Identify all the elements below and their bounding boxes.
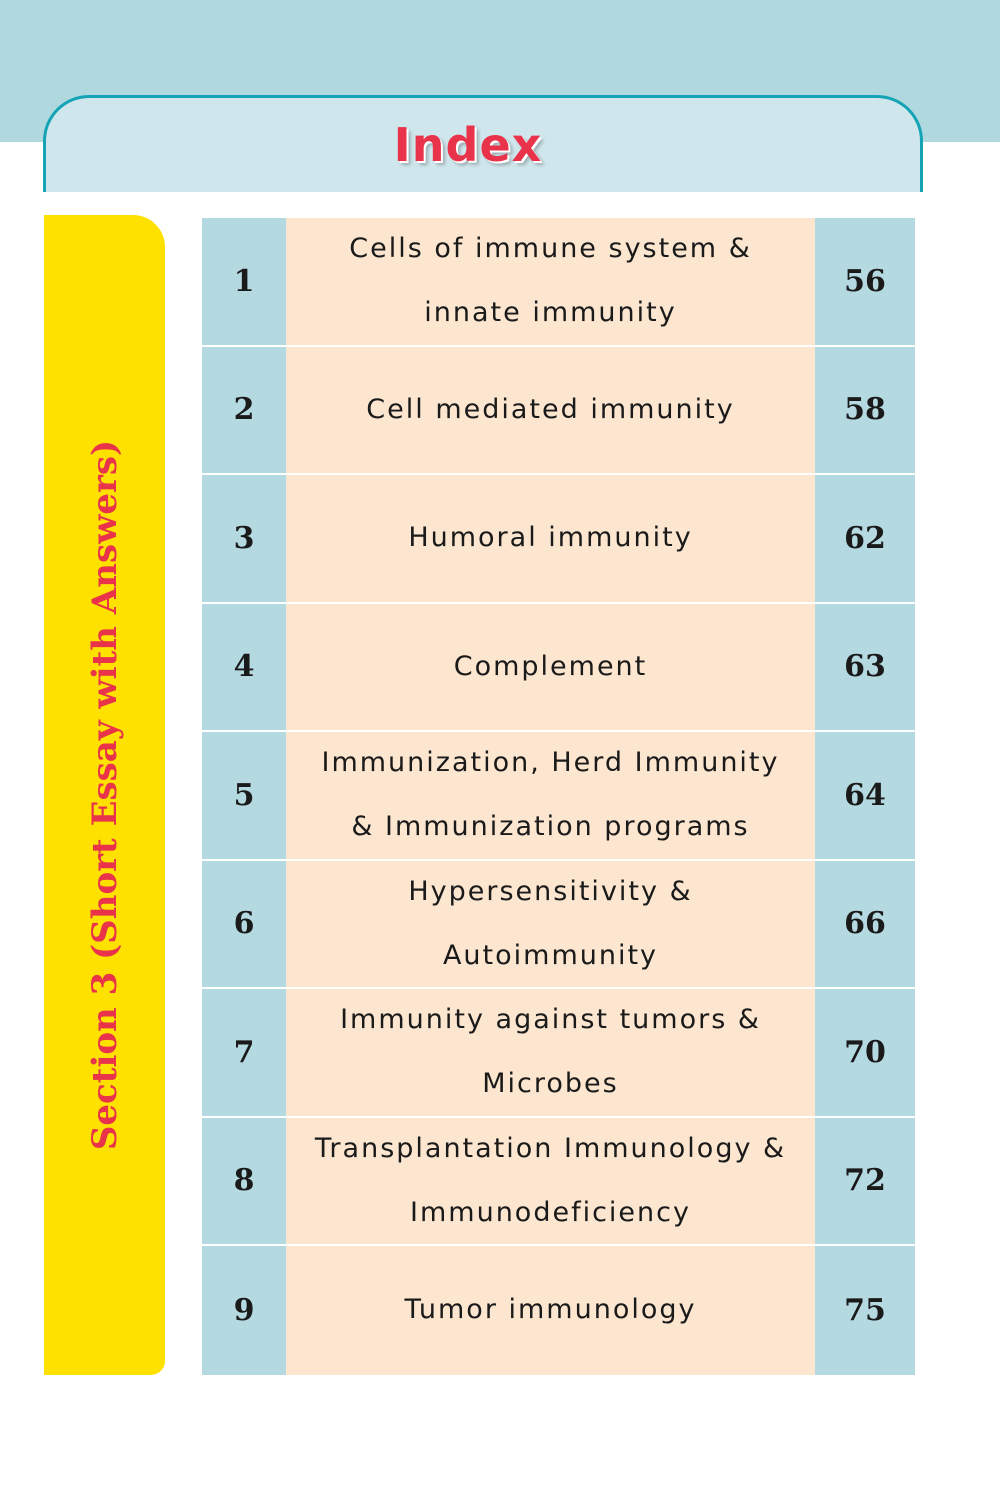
table-row[interactable]: 6 Hypersensitivity & Autoimmunity 66 bbox=[202, 860, 915, 989]
chapter-number: 9 bbox=[202, 1246, 286, 1375]
page-number: 56 bbox=[815, 218, 915, 345]
chapter-title: Humoral immunity bbox=[286, 475, 815, 602]
chapter-number: 8 bbox=[202, 1117, 286, 1244]
page-number: 63 bbox=[815, 603, 915, 730]
chapter-title: Hypersensitivity & Autoimmunity bbox=[286, 860, 815, 987]
page-number: 62 bbox=[815, 475, 915, 602]
chapter-title: Cells of immune system & innate immunity bbox=[286, 218, 815, 345]
table-row[interactable]: 8 Transplantation Immunology & Immunodef… bbox=[202, 1117, 915, 1246]
page-number: 70 bbox=[815, 989, 915, 1116]
chapter-title: Complement bbox=[286, 603, 815, 730]
page-title: Index bbox=[393, 118, 543, 172]
table-row[interactable]: 3 Humoral immunity 62 bbox=[202, 475, 915, 604]
table-row[interactable]: 1 Cells of immune system & innate immuni… bbox=[202, 218, 915, 347]
chapter-title: Immunization, Herd Immunity & Immunizati… bbox=[286, 732, 815, 859]
chapter-number: 2 bbox=[202, 346, 286, 473]
table-row[interactable]: 2 Cell mediated immunity 58 bbox=[202, 346, 915, 475]
chapter-number: 6 bbox=[202, 860, 286, 987]
chapter-number: 4 bbox=[202, 603, 286, 730]
chapter-title: Tumor immunology bbox=[286, 1246, 815, 1375]
page-number: 75 bbox=[815, 1246, 915, 1375]
section-label: Section 3 (Short Essay with Answers) bbox=[84, 439, 125, 1151]
page-number: 72 bbox=[815, 1117, 915, 1244]
table-row[interactable]: 5 Immunization, Herd Immunity & Immuniza… bbox=[202, 732, 915, 861]
chapter-number: 1 bbox=[202, 218, 286, 345]
chapter-title: Transplantation Immunology & Immunodefic… bbox=[286, 1117, 815, 1244]
page-number: 64 bbox=[815, 732, 915, 859]
table-row[interactable]: 4 Complement 63 bbox=[202, 603, 915, 732]
page-number: 66 bbox=[815, 860, 915, 987]
chapter-number: 3 bbox=[202, 475, 286, 602]
chapter-number: 7 bbox=[202, 989, 286, 1116]
toc-table: 1 Cells of immune system & innate immuni… bbox=[202, 218, 915, 1375]
page-number: 58 bbox=[815, 346, 915, 473]
section-tab: Section 3 (Short Essay with Answers) bbox=[44, 215, 165, 1375]
chapter-title: Cell mediated immunity bbox=[286, 346, 815, 473]
table-row[interactable]: 7 Immunity against tumors & Microbes 70 bbox=[202, 989, 915, 1118]
table-row[interactable]: 9 Tumor immunology 75 bbox=[202, 1246, 915, 1375]
chapter-number: 5 bbox=[202, 732, 286, 859]
index-header: Index bbox=[43, 95, 923, 192]
chapter-title: Immunity against tumors & Microbes bbox=[286, 989, 815, 1116]
